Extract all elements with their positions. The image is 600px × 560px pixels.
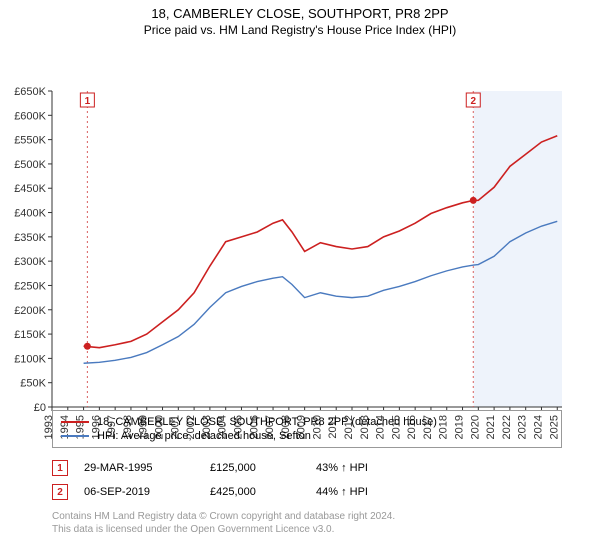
footnote-line: This data is licensed under the Open Gov… [52,523,562,536]
sale-delta: 43% ↑ HPI [316,462,368,474]
sale-row: 1 29-MAR-1995 £125,000 43% ↑ HPI [52,456,562,480]
legend-label: HPI: Average price, detached house, Seft… [97,430,311,442]
svg-text:1: 1 [85,96,91,107]
legend-box: 18, CAMBERLEY CLOSE, SOUTHPORT, PR8 2PP … [52,410,562,448]
sale-date: 29-MAR-1995 [84,462,194,474]
legend-swatch [61,421,89,423]
legend-item: 18, CAMBERLEY CLOSE, SOUTHPORT, PR8 2PP … [61,415,553,429]
legend-swatch [61,435,89,437]
sale-marker: 1 [52,460,68,476]
svg-text:£600K: £600K [14,110,46,122]
svg-text:£500K: £500K [14,159,46,171]
sale-price: £425,000 [210,486,300,498]
svg-text:£0: £0 [34,402,46,414]
svg-text:£450K: £450K [14,183,46,195]
svg-text:£550K: £550K [14,135,46,147]
sale-delta: 44% ↑ HPI [316,486,368,498]
svg-text:£200K: £200K [14,305,46,317]
svg-text:£400K: £400K [14,208,46,220]
price-chart: £0 £50K £100K £150K £200K £250K £300K £350K £400… [0,43,600,453]
svg-text:£50K: £50K [20,378,46,390]
sale-price: £125,000 [210,462,300,474]
footnote: Contains HM Land Registry data © Crown c… [52,510,562,536]
legend-item: HPI: Average price, detached house, Seft… [61,429,553,443]
svg-text:£150K: £150K [14,329,46,341]
svg-text:£350K: £350K [14,232,46,244]
sale-date: 06-SEP-2019 [84,486,194,498]
svg-text:2: 2 [470,96,476,107]
footnote-line: Contains HM Land Registry data © Crown c… [52,510,562,523]
sale-marker: 2 [52,484,68,500]
svg-text:£250K: £250K [14,280,46,292]
chart-subtitle: Price paid vs. HM Land Registry's House … [0,21,600,43]
svg-text:£650K: £650K [14,86,46,98]
chart-title: 18, CAMBERLEY CLOSE, SOUTHPORT, PR8 2PP [0,0,600,21]
svg-text:£300K: £300K [14,256,46,268]
sales-table: 1 29-MAR-1995 £125,000 43% ↑ HPI 2 06-SEP-201… [52,456,562,504]
svg-text:£100K: £100K [14,353,46,365]
legend-label: 18, CAMBERLEY CLOSE, SOUTHPORT, PR8 2PP … [97,416,437,428]
sale-row: 2 06-SEP-2019 £425,000 44% ↑ HPI [52,480,562,504]
